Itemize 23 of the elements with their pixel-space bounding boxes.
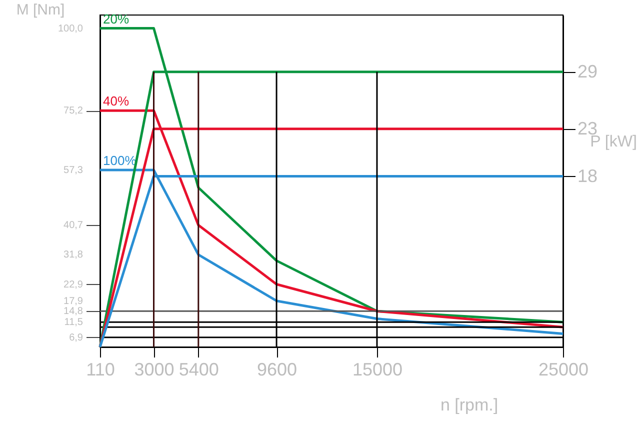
x-axis-title: n [rpm.] xyxy=(440,396,498,414)
y-tick-label: 31,8 xyxy=(64,250,84,261)
y-axis-title: M [Nm] xyxy=(16,2,65,18)
y-tick-label: 100,0 xyxy=(58,23,84,34)
x-tick-label: 9600 xyxy=(257,360,298,380)
y-tick-label: 22,9 xyxy=(64,279,84,290)
y-tick-label: 40,7 xyxy=(64,220,84,232)
y-tick-label: 75,2 xyxy=(64,106,84,117)
y-tick-label: 6,9 xyxy=(69,332,84,344)
x-tick-label: 15000 xyxy=(352,360,403,380)
series-label: 100% xyxy=(103,153,137,168)
y-tick-label: 14,8 xyxy=(64,306,84,318)
y-tick-label: 11,5 xyxy=(64,317,84,328)
y-tick-label: 17,9 xyxy=(64,296,84,307)
y-tick-label: 57,3 xyxy=(64,165,84,176)
series-label: 40% xyxy=(103,94,130,109)
x-tick-label: 110 xyxy=(86,360,115,380)
x-tick-label: 25000 xyxy=(538,360,589,380)
x-tick-label: 5400 xyxy=(178,360,219,380)
series-label: 20% xyxy=(103,11,130,26)
x-tick-label: 3000 xyxy=(134,360,174,380)
y2-tick-label: 29 xyxy=(578,61,598,82)
y2-tick-label: 18 xyxy=(578,166,598,186)
